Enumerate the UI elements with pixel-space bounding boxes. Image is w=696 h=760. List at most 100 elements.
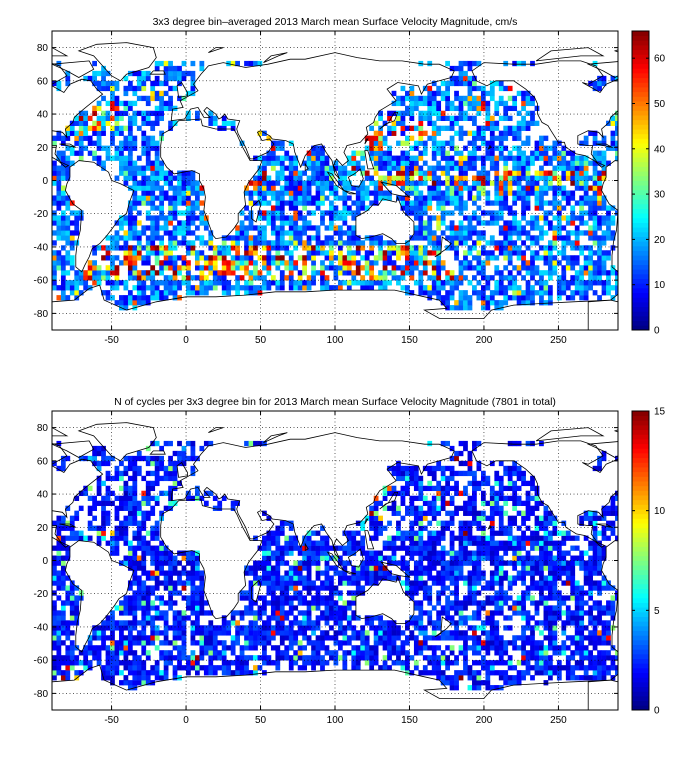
heatmap-cell [239,670,245,676]
heatmap-cell [159,280,165,286]
heatmap-cell [472,265,477,271]
heatmap-cell [306,615,312,621]
heatmap-cell [396,170,401,176]
heatmap-cell [324,650,330,656]
heatmap-cell [266,260,272,266]
heatmap-cell [472,590,477,596]
heatmap-cell [467,625,473,631]
heatmap-cell [467,185,473,191]
heatmap-cell [400,155,406,161]
heatmap-cell [431,575,437,581]
heatmap-cell [405,190,410,196]
heatmap-cell [373,155,379,161]
heatmap-cell [516,575,522,581]
heatmap-cell [342,655,348,661]
heatmap-cell [284,180,290,186]
heatmap-cell [119,625,124,631]
heatmap-cell [168,220,173,226]
heatmap-cell [543,260,549,266]
heatmap-cell [333,255,339,261]
heatmap-cell [136,240,142,246]
heatmap-cell [485,125,491,131]
heatmap-cell [190,585,196,591]
heatmap-cell [132,200,138,206]
heatmap-cell [360,650,366,656]
heatmap-cell [212,120,218,126]
heatmap-cell [248,245,254,251]
heatmap-cell [440,210,446,216]
heatmap-cell [154,215,160,221]
heatmap-cell [494,270,500,276]
heatmap-cell [405,590,410,596]
heatmap-cell [431,650,437,656]
heatmap-cell [145,165,151,171]
heatmap-cell [127,685,133,691]
heatmap-cell [52,215,57,221]
heatmap-cell [382,575,388,581]
heatmap-cell [154,155,160,161]
heatmap-cell [275,580,281,586]
heatmap-cell [270,225,276,231]
heatmap-cell [583,170,589,176]
heatmap-cell [208,260,214,266]
heatmap-cell [570,175,576,181]
heatmap-cell [145,200,151,206]
heatmap-cell [476,145,482,151]
heatmap-cell [275,665,281,671]
heatmap-cell [141,225,147,231]
heatmap-cell [445,630,450,636]
heatmap-cell [413,200,419,206]
heatmap-cell [127,120,133,126]
heatmap-cell [592,195,598,201]
heatmap-cell [208,655,214,661]
heatmap-cell [458,575,464,581]
heatmap-cell [516,230,522,236]
heatmap-cell [52,270,57,276]
heatmap-cell [512,290,518,296]
heatmap-cell [337,620,343,626]
heatmap-cell [534,620,540,626]
heatmap-cell [154,65,160,72]
heatmap-cell [253,180,258,186]
heatmap-cell [320,160,325,166]
heatmap-cell [114,85,120,92]
heatmap-cell [476,615,482,621]
heatmap-cell [83,135,89,141]
heatmap-cell [431,180,437,186]
heatmap-cell [364,285,370,291]
heatmap-cell [369,135,375,141]
heatmap-cell [539,645,544,651]
heatmap-cell [521,125,526,131]
heatmap-cell [297,570,303,576]
heatmap-cell [132,140,138,146]
heatmap-cell [262,240,267,246]
heatmap-cell [507,235,513,241]
heatmap-cell [168,195,173,201]
heatmap-cell [467,225,473,231]
heatmap-cell [547,645,553,651]
heatmap-cell [288,570,294,576]
heatmap-cell [592,235,598,241]
heatmap-cell [186,195,191,201]
heatmap-cell [378,250,383,256]
heatmap-cell [467,245,473,251]
heatmap-cell [574,255,580,261]
heatmap-cell [561,650,567,656]
heatmap-cell [472,230,477,236]
heatmap-cell [194,660,200,666]
heatmap-cell [615,75,618,82]
heatmap-cell [154,625,160,631]
heatmap-cell [132,215,138,221]
heatmap-cell [74,615,80,621]
heatmap-cell [507,665,513,671]
heatmap-cell [297,610,303,616]
heatmap-cell [302,245,307,251]
heatmap-cell [431,630,437,636]
heatmap-cell [159,245,165,251]
heatmap-cell [123,645,129,651]
heatmap-cell [494,625,500,631]
heatmap-cell [485,115,491,121]
heatmap-cell [302,665,307,671]
heatmap-cell [123,160,129,166]
heatmap-cell [489,85,495,92]
